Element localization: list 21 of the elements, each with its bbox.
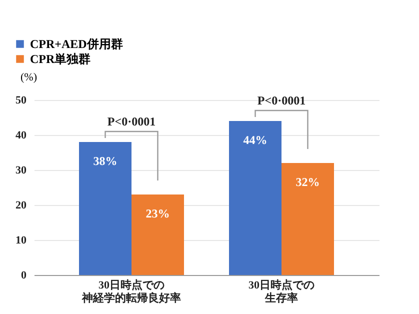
data-label: 44%	[243, 133, 268, 147]
x-tick-label: 30日時点での生存率	[248, 278, 314, 304]
y-axis-title: (%)	[20, 72, 38, 84]
bar	[229, 121, 282, 275]
legend-label: CPR+AED併用群	[30, 37, 123, 51]
bar	[282, 163, 334, 275]
y-tick-label: 10	[16, 234, 27, 246]
data-label: 23%	[146, 206, 170, 220]
x-tick-label: 30日時点での神経学的転帰良好率	[81, 278, 181, 304]
bar	[79, 142, 132, 275]
y-tick-label: 0	[21, 270, 27, 282]
y-tick-label: 50	[16, 94, 27, 106]
bar	[132, 194, 184, 275]
legend-label: CPR単独群	[30, 52, 91, 66]
data-label: 32%	[296, 175, 320, 189]
annotation: P<0·0001	[107, 114, 156, 128]
y-tick-label: 40	[16, 130, 27, 142]
y-tick-label: 20	[16, 200, 27, 212]
data-label: 38%	[93, 154, 118, 168]
annotation: P<0·0001	[257, 94, 306, 108]
y-tick-label: 30	[16, 164, 27, 176]
